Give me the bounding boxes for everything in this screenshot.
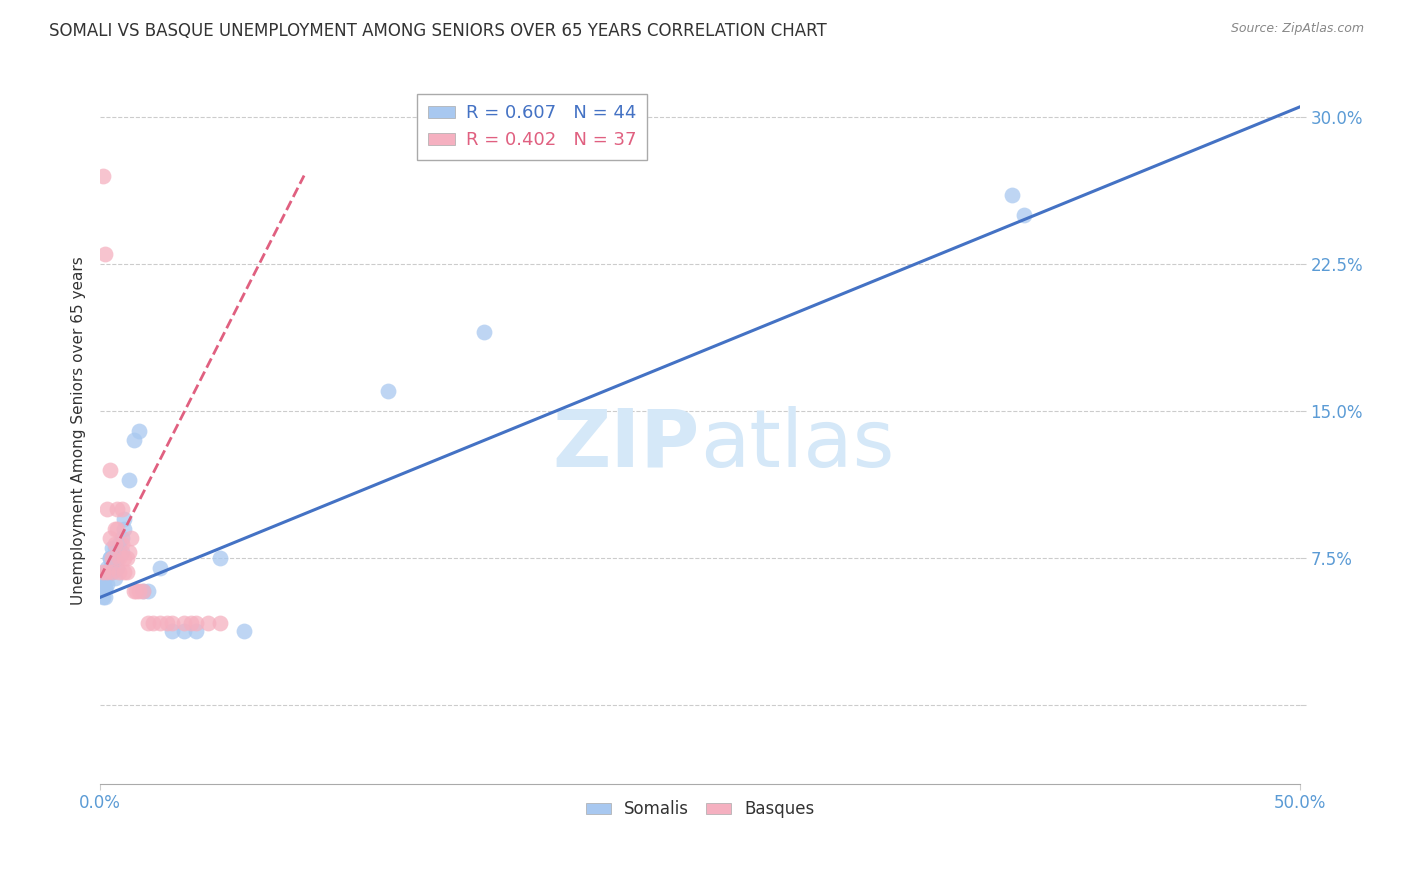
Point	[149, 615, 172, 630]
Point	[149, 561, 172, 575]
Point	[98, 551, 121, 566]
Point	[472, 326, 495, 340]
Point	[108, 551, 131, 566]
Point	[122, 584, 145, 599]
Point	[209, 615, 232, 630]
Point	[128, 424, 150, 438]
Point	[103, 541, 125, 556]
Point	[96, 502, 118, 516]
Point	[108, 565, 131, 579]
Point	[132, 584, 155, 599]
Point	[209, 551, 232, 566]
Y-axis label: Unemployment Among Seniors over 65 years: Unemployment Among Seniors over 65 years	[72, 256, 86, 605]
Point	[160, 615, 183, 630]
Point	[184, 624, 207, 638]
Point	[96, 565, 118, 579]
Point	[112, 522, 135, 536]
Point	[105, 551, 128, 566]
Text: ZIP: ZIP	[553, 406, 700, 483]
Point	[94, 571, 117, 585]
Point	[101, 551, 124, 566]
Point	[91, 591, 114, 605]
Point	[103, 551, 125, 566]
Point	[91, 565, 114, 579]
Point	[91, 169, 114, 183]
Point	[120, 532, 142, 546]
Point	[103, 571, 125, 585]
Point	[377, 384, 399, 399]
Point	[122, 434, 145, 448]
Point	[111, 537, 134, 551]
Legend: Somalis, Basques: Somalis, Basques	[579, 794, 821, 825]
Point	[184, 615, 207, 630]
Point	[96, 561, 118, 575]
Point	[91, 571, 114, 585]
Point	[128, 584, 150, 599]
Point	[156, 615, 179, 630]
Text: atlas: atlas	[700, 406, 894, 483]
Point	[96, 565, 118, 579]
Point	[94, 581, 117, 595]
Point	[94, 591, 117, 605]
Point	[98, 551, 121, 566]
Point	[105, 502, 128, 516]
Text: Source: ZipAtlas.com: Source: ZipAtlas.com	[1230, 22, 1364, 36]
Point	[108, 545, 131, 559]
Point	[180, 615, 202, 630]
Point	[111, 532, 134, 546]
Point	[96, 576, 118, 591]
Point	[105, 561, 128, 575]
Point	[173, 615, 195, 630]
Point	[1001, 188, 1024, 202]
Point	[105, 522, 128, 536]
Point	[118, 545, 141, 559]
Point	[103, 537, 125, 551]
Point	[101, 541, 124, 556]
Text: SOMALI VS BASQUE UNEMPLOYMENT AMONG SENIORS OVER 65 YEARS CORRELATION CHART: SOMALI VS BASQUE UNEMPLOYMENT AMONG SENI…	[49, 22, 827, 40]
Point	[112, 565, 135, 579]
Point	[103, 522, 125, 536]
Point	[111, 545, 134, 559]
Point	[115, 565, 138, 579]
Point	[101, 565, 124, 579]
Point	[111, 502, 134, 516]
Point	[136, 615, 159, 630]
Point	[101, 561, 124, 575]
Point	[136, 584, 159, 599]
Point	[173, 624, 195, 638]
Point	[160, 624, 183, 638]
Point	[112, 551, 135, 566]
Point	[125, 584, 148, 599]
Point	[94, 247, 117, 261]
Point	[233, 624, 256, 638]
Point	[115, 551, 138, 566]
Point	[197, 615, 219, 630]
Point	[142, 615, 165, 630]
Point	[132, 584, 155, 599]
Point	[94, 581, 117, 595]
Point	[108, 537, 131, 551]
Point	[91, 581, 114, 595]
Point	[98, 532, 121, 546]
Point	[96, 565, 118, 579]
Point	[118, 473, 141, 487]
Point	[101, 551, 124, 566]
Point	[98, 463, 121, 477]
Point	[98, 561, 121, 575]
Point	[1012, 208, 1035, 222]
Point	[112, 512, 135, 526]
Point	[101, 565, 124, 579]
